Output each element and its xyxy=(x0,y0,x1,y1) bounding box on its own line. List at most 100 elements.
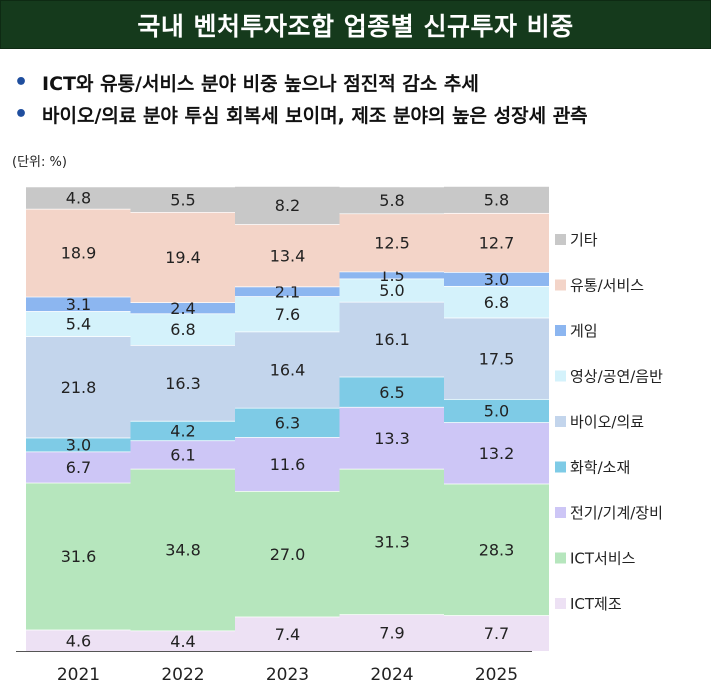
bar-segment xyxy=(339,213,445,272)
legend-swatch xyxy=(555,416,566,427)
data-label: 5.8 xyxy=(379,191,404,210)
bar-segment xyxy=(444,272,549,286)
data-label: 4.2 xyxy=(170,422,195,441)
bullet-text: ICT와 유통/서비스 분야 비중 높으나 점진적 감소 추세 xyxy=(42,72,479,95)
bar-segment xyxy=(339,376,445,407)
data-label: 21.8 xyxy=(61,378,97,397)
data-label: 16.3 xyxy=(165,374,201,393)
data-label: 6.8 xyxy=(170,320,195,339)
data-label: 13.3 xyxy=(374,429,410,448)
data-label: 4.4 xyxy=(170,632,195,651)
bar-segment xyxy=(26,482,131,630)
x-tick-label: 2024 xyxy=(370,665,413,685)
data-label: 12.7 xyxy=(479,233,515,252)
bar-segment xyxy=(235,286,340,297)
bar-segment xyxy=(130,313,236,346)
bar-segment xyxy=(235,296,340,332)
data-label: 5.0 xyxy=(484,402,509,421)
bullet-text: 바이오/의료 분야 투심 회복세 보이며, 제조 분야의 높은 성장세 관측 xyxy=(42,104,588,127)
data-label: 17.5 xyxy=(479,349,515,368)
data-label: 3.1 xyxy=(66,295,91,314)
data-label: 8.2 xyxy=(275,196,300,215)
bar-segment xyxy=(26,208,131,297)
data-label: 6.1 xyxy=(170,446,195,465)
data-label: 27.0 xyxy=(270,545,306,564)
data-label: 2.1 xyxy=(275,282,300,301)
bar-segment xyxy=(26,311,131,337)
data-label: 6.3 xyxy=(275,413,300,432)
bar-segment xyxy=(235,407,340,438)
bar-segment xyxy=(444,212,549,273)
legend-swatch xyxy=(555,507,566,518)
data-label: 11.6 xyxy=(270,455,306,474)
bar-segment xyxy=(339,278,445,302)
unit-label: (단위: %) xyxy=(12,155,67,170)
data-label: 13.4 xyxy=(270,246,306,265)
legend-swatch xyxy=(555,279,566,291)
bar-segment xyxy=(130,302,236,314)
data-label: 31.3 xyxy=(374,532,410,551)
data-label: 7.4 xyxy=(275,625,300,644)
bar-segment xyxy=(339,271,445,279)
data-label: 28.3 xyxy=(479,540,515,559)
bar-segment xyxy=(26,186,131,209)
data-label: 18.9 xyxy=(61,244,97,263)
bar-segment xyxy=(444,186,549,213)
legend-label: ICT제조 xyxy=(570,595,622,613)
bar-segment xyxy=(235,616,340,651)
bar-segment xyxy=(339,468,445,615)
legend-swatch xyxy=(555,325,566,336)
data-label: 31.6 xyxy=(61,547,97,566)
data-label: 3.0 xyxy=(66,436,91,455)
data-label: 4.6 xyxy=(66,631,91,650)
legend-swatch xyxy=(555,598,566,609)
bullet-item: • ICT와 유통/서비스 분야 비중 높으나 점진적 감소 추세 xyxy=(14,66,588,98)
bar-segment xyxy=(130,345,236,421)
data-label: 34.8 xyxy=(165,541,201,560)
bar-segment xyxy=(444,615,549,651)
bar-segment xyxy=(26,451,131,483)
legend-swatch xyxy=(555,461,566,473)
data-label: 7.9 xyxy=(379,624,404,643)
bar-segment xyxy=(26,336,131,438)
data-label: 5.4 xyxy=(66,315,91,334)
bar-segment xyxy=(130,186,236,213)
bar-segment xyxy=(444,398,549,423)
bar-segment xyxy=(339,406,445,469)
bar-segment xyxy=(235,224,340,287)
bar-segment xyxy=(130,420,236,441)
bar-segment xyxy=(235,437,340,492)
bullet-dot-icon: • xyxy=(14,69,29,95)
bar-segment xyxy=(235,491,340,617)
legend-label: 전기/기계/장비 xyxy=(570,504,663,522)
data-label: 6.7 xyxy=(66,458,91,477)
bar-segment xyxy=(235,331,340,408)
bullet-item: • 바이오/의료 분야 투심 회복세 보이며, 제조 분야의 높은 성장세 관측 xyxy=(14,98,588,130)
bar-segment xyxy=(130,212,236,303)
data-label: 3.0 xyxy=(484,270,509,289)
data-label: 5.0 xyxy=(379,281,404,300)
x-tick-label: 2022 xyxy=(161,665,204,685)
legend-label: 게임 xyxy=(570,322,598,340)
legend-label: ICT서비스 xyxy=(570,550,636,568)
legend-label: 화학/소재 xyxy=(570,459,630,477)
x-tick-label: 2021 xyxy=(57,665,100,685)
data-label: 4.8 xyxy=(66,189,91,208)
bullet-dot-icon: • xyxy=(14,101,29,127)
data-label: 7.7 xyxy=(484,624,509,643)
data-label: 19.4 xyxy=(165,248,201,267)
data-label: 2.4 xyxy=(170,299,195,318)
data-label: 13.2 xyxy=(479,444,515,463)
x-tick-label: 2025 xyxy=(475,665,518,685)
data-label: 7.6 xyxy=(275,305,300,324)
bar-segment xyxy=(235,186,340,225)
bar-segment xyxy=(444,483,549,616)
bar-segment xyxy=(444,422,549,484)
legend-swatch xyxy=(555,234,566,245)
x-tick-label: 2023 xyxy=(266,665,309,685)
bar-segment xyxy=(26,629,131,651)
data-label: 16.1 xyxy=(374,330,410,349)
legend-label: 기타 xyxy=(570,231,598,249)
data-label: 16.4 xyxy=(270,361,306,380)
